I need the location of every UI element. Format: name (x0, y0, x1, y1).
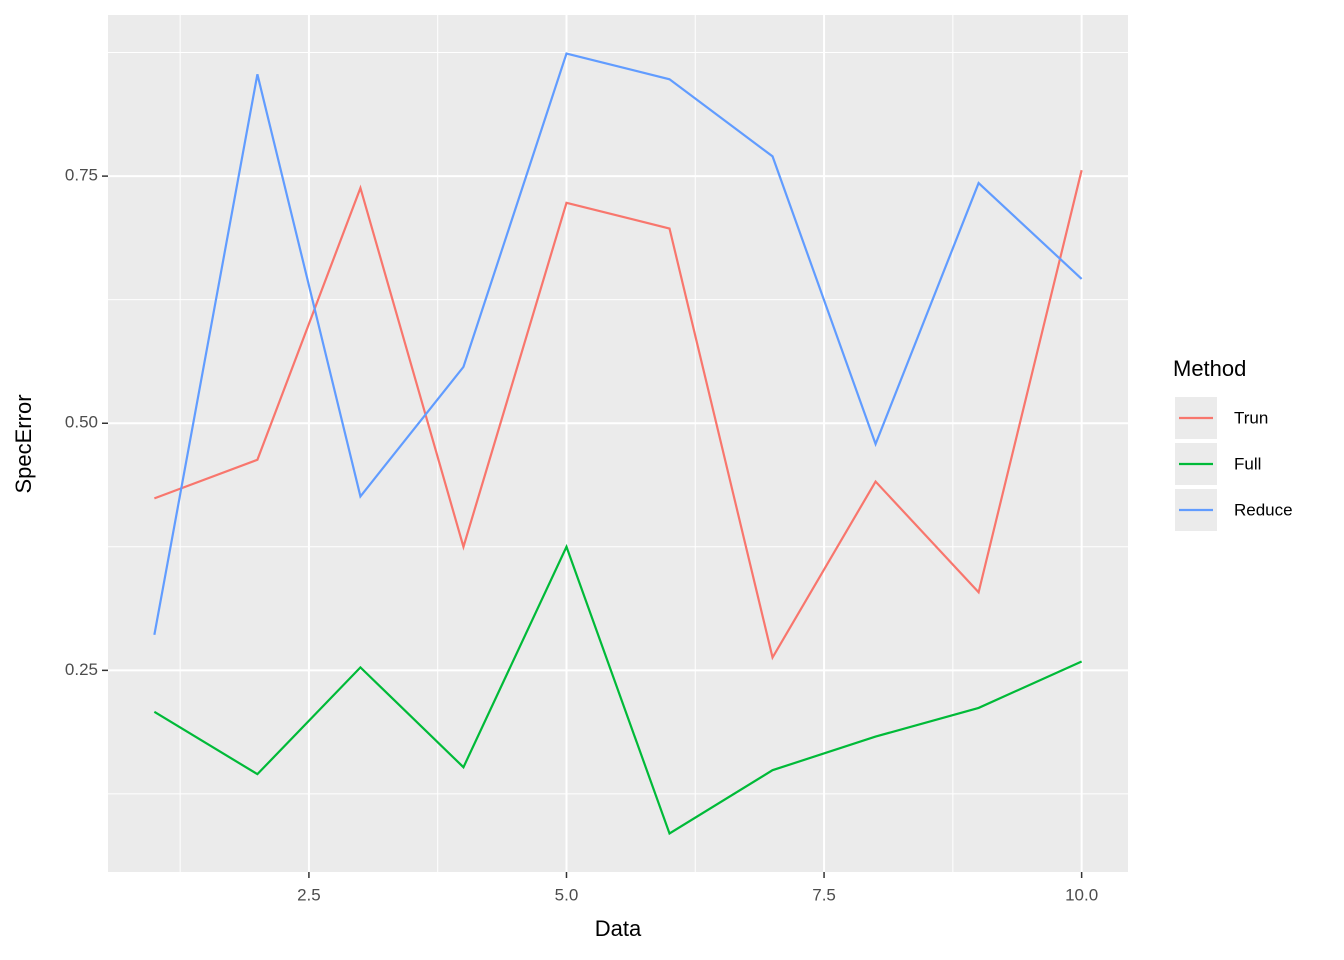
y-tick-label: 0.25 (65, 660, 98, 679)
legend-label: Reduce (1234, 500, 1293, 519)
plot-panel (108, 15, 1128, 872)
series-line (153, 169, 1083, 661)
x-tick-label: 2.5 (297, 885, 321, 904)
x-tick-label: 5.0 (555, 885, 579, 904)
y-tick-label: 0.75 (65, 166, 98, 185)
x-axis-title: Data (595, 916, 642, 941)
x-tick-label: 7.5 (812, 885, 836, 904)
legend-title: Method (1173, 356, 1246, 381)
y-tick-label: 0.50 (65, 413, 98, 432)
legend-label: Trun (1234, 408, 1268, 427)
y-axis-title: SpecError (11, 394, 36, 493)
x-tick-label: 10.0 (1065, 885, 1098, 904)
series-line (153, 52, 1083, 635)
series-line (153, 543, 1083, 836)
legend-label: Full (1234, 454, 1261, 473)
